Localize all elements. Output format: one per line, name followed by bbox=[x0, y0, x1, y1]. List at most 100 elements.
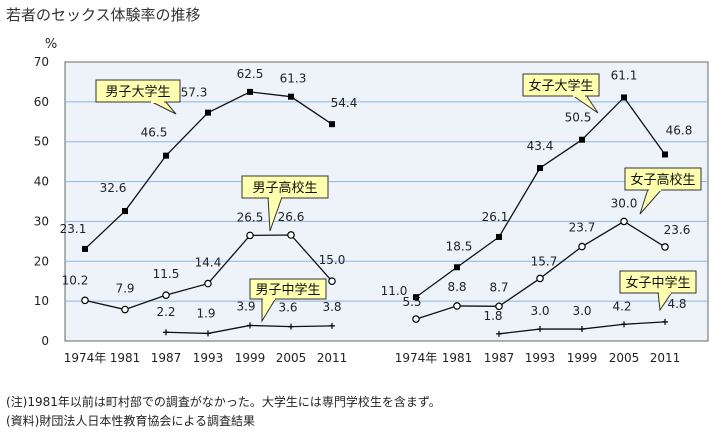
data-label: 11.0 bbox=[381, 284, 408, 298]
data-point-circle bbox=[536, 274, 544, 283]
data-label: 46.5 bbox=[141, 126, 168, 140]
data-label: 4.2 bbox=[612, 299, 631, 313]
data-point-circle bbox=[578, 242, 586, 251]
callout-box bbox=[95, 79, 181, 103]
x-tick-label: 1999 bbox=[235, 351, 266, 365]
data-point-circle bbox=[620, 217, 628, 226]
callout-box bbox=[249, 278, 327, 300]
series-legend-label: 女子大学生 bbox=[528, 78, 593, 94]
data-label: 15.7 bbox=[531, 254, 558, 268]
x-tick-label: 1993 bbox=[193, 351, 224, 365]
data-point-square bbox=[454, 264, 460, 271]
callout-box bbox=[619, 270, 697, 294]
y-tick-label: 40 bbox=[34, 175, 49, 189]
x-tick-label: 2005 bbox=[276, 351, 307, 365]
data-label: 54.4 bbox=[331, 96, 358, 110]
data-label: 50.5 bbox=[565, 111, 592, 125]
data-point-circle bbox=[412, 315, 420, 323]
data-point-circle bbox=[661, 243, 669, 251]
data-label: 46.8 bbox=[666, 123, 693, 137]
data-label: 23.1 bbox=[60, 222, 87, 236]
x-tick-label: 1999 bbox=[567, 351, 598, 365]
data-label: 5.5 bbox=[402, 295, 421, 309]
data-label: 57.3 bbox=[181, 86, 208, 100]
data-label: 23.7 bbox=[569, 221, 596, 235]
data-label: 32.6 bbox=[100, 181, 127, 195]
data-label: 7.9 bbox=[115, 282, 134, 296]
data-point-circle bbox=[121, 305, 129, 314]
y-tick-label: 20 bbox=[34, 254, 49, 268]
data-point-plus bbox=[496, 330, 502, 337]
y-axis-label: % bbox=[45, 37, 57, 52]
y-tick-label: 0 bbox=[41, 334, 49, 348]
data-label: 23.6 bbox=[664, 223, 691, 237]
y-tick-label: 30 bbox=[34, 214, 49, 228]
data-point-circle bbox=[246, 231, 254, 240]
data-label: 15.0 bbox=[319, 253, 346, 267]
x-tick-label: 2005 bbox=[609, 351, 640, 365]
data-label: 8.8 bbox=[447, 280, 466, 294]
data-label: 30.0 bbox=[611, 196, 638, 210]
data-point-square bbox=[496, 233, 502, 240]
data-label: 1.9 bbox=[196, 306, 215, 320]
series-legend-label: 男子中学生 bbox=[255, 282, 320, 298]
callout-box bbox=[241, 175, 329, 199]
x-tick-label: 1974年 bbox=[64, 351, 107, 365]
x-tick-label: 1981 bbox=[442, 351, 473, 365]
x-tick-label: 1974年 bbox=[395, 351, 438, 365]
y-tick-label: 50 bbox=[34, 135, 49, 149]
data-point-square bbox=[247, 88, 253, 95]
data-point-square bbox=[163, 152, 169, 159]
y-tick-label: 10 bbox=[34, 294, 49, 308]
data-point-plus bbox=[662, 318, 668, 325]
data-point-plus bbox=[288, 323, 294, 330]
data-label: 3.8 bbox=[322, 300, 341, 314]
data-label: 10.2 bbox=[62, 273, 89, 287]
x-tick-label: 2011 bbox=[317, 351, 348, 365]
data-label: 3.6 bbox=[278, 301, 297, 315]
data-point-plus bbox=[329, 322, 335, 329]
data-point-square bbox=[621, 94, 627, 101]
source-note: (資料)財団法人日本性教育協会による調査結果 bbox=[6, 414, 256, 428]
x-tick-label: 1987 bbox=[151, 351, 182, 365]
data-label: 2.2 bbox=[156, 305, 175, 319]
data-point-circle bbox=[81, 296, 89, 305]
data-label: 4.8 bbox=[667, 297, 686, 311]
data-label: 3.0 bbox=[530, 304, 549, 318]
data-label: 62.5 bbox=[237, 67, 264, 81]
data-point-square bbox=[82, 245, 88, 252]
data-label: 26.5 bbox=[237, 210, 264, 224]
data-label: 1.8 bbox=[483, 309, 502, 323]
data-point-square bbox=[537, 165, 543, 172]
data-point-plus bbox=[537, 326, 543, 333]
data-label: 14.4 bbox=[195, 256, 222, 270]
data-point-circle bbox=[287, 231, 295, 239]
data-point-circle bbox=[162, 291, 170, 299]
data-label: 61.1 bbox=[611, 68, 638, 82]
data-point-square bbox=[122, 208, 128, 215]
data-point-square bbox=[288, 93, 294, 100]
footnote: (注)1981年以前は町村部での調査がなかった。大学生には専門学校生を含まず。 bbox=[6, 395, 441, 409]
data-label: 3.9 bbox=[236, 299, 255, 313]
callout-box bbox=[624, 167, 702, 191]
x-tick-label: 1987 bbox=[484, 351, 515, 365]
data-point-square bbox=[579, 136, 585, 143]
chart-title: 若者のセックス体験率の推移 bbox=[6, 6, 201, 24]
data-label: 26.6 bbox=[278, 210, 305, 224]
data-label: 8.7 bbox=[489, 280, 508, 294]
x-tick-label: 1981 bbox=[110, 351, 141, 365]
series-legend-label: 男子高校生 bbox=[252, 180, 317, 196]
series-legend-label: 男子大学生 bbox=[105, 84, 170, 100]
data-label: 18.5 bbox=[446, 239, 473, 253]
data-point-plus bbox=[247, 322, 253, 329]
x-tick-label: 2011 bbox=[650, 351, 681, 365]
data-point-square bbox=[329, 121, 335, 128]
data-label: 3.0 bbox=[572, 304, 591, 318]
x-tick-label: 1993 bbox=[525, 351, 556, 365]
data-point-plus bbox=[579, 326, 585, 333]
data-point-square bbox=[413, 294, 419, 301]
data-label: 11.5 bbox=[153, 267, 180, 281]
data-label: 61.3 bbox=[280, 72, 307, 86]
series-legend-label: 女子中学生 bbox=[625, 275, 690, 291]
data-point-plus bbox=[163, 329, 169, 336]
